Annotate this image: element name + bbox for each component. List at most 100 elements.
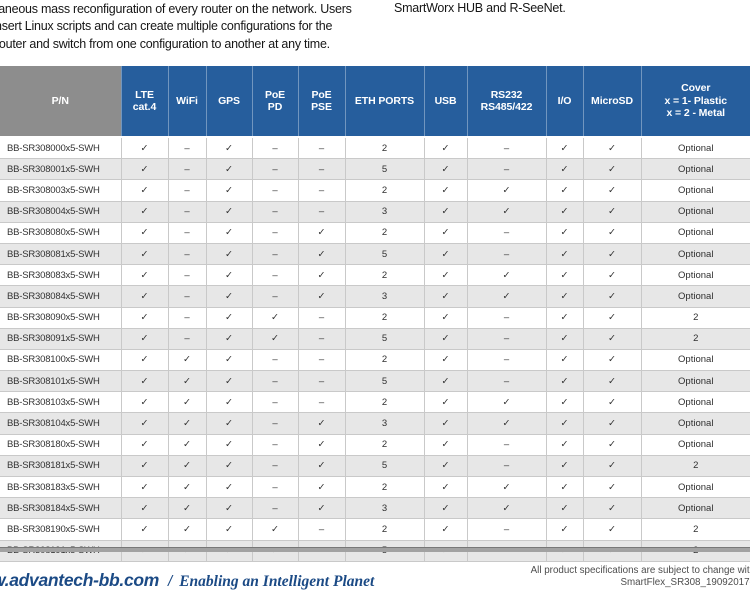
feature-cell-rs232_rs485_422: – <box>466 306 547 329</box>
table-row: BB-SR308000x5-SWH ✓ – ✓ – –2 ✓ – ✓ ✓ Optional <box>0 136 750 160</box>
feature-cell-poe_pd: – <box>251 433 299 456</box>
feature-cell-lte_cat4: ✓ <box>120 285 169 308</box>
feature-cell-io: ✓ <box>545 497 584 520</box>
feature-cell-eth_ports: 3 <box>344 285 425 308</box>
feature-cell-gps: ✓ <box>205 370 253 393</box>
feature-cell-io: ✓ <box>545 136 584 160</box>
pn-cell: BB-SR308084x5-SWH <box>0 285 122 308</box>
feature-cell-poe_pd: – <box>251 497 299 520</box>
table-row: BB-SR308004x5-SWH ✓ – ✓ – –3 ✓ ✓ ✓ ✓ Optional <box>0 200 750 223</box>
feature-cell-wifi: ✓ <box>167 412 207 435</box>
feature-cell-rs232_rs485_422: – <box>466 518 547 541</box>
feature-cell-poe_pd: – <box>251 454 299 478</box>
feature-cell-poe_pd: – <box>251 242 299 266</box>
feature-cell-lte_cat4: ✓ <box>120 242 169 266</box>
feature-cell-gps: ✓ <box>205 518 253 541</box>
table-row: BB-SR308184x5-SWH ✓ ✓ ✓ – ✓ 3 ✓ ✓ ✓ ✓ Optional <box>0 497 750 520</box>
feature-cell-poe_pd: – <box>251 200 299 223</box>
brand-separator-slash: / <box>168 573 173 590</box>
feature-cell-poe_pd: – <box>251 264 299 287</box>
feature-cell-eth_ports: 3 <box>344 200 425 223</box>
feature-cell-gps: ✓ <box>205 497 253 520</box>
ordering-spec-table: P/N LTE cat.4 WiFi GPS PoE PD PoE PSE ETH PORT… <box>0 66 750 562</box>
feature-cell-wifi: – <box>167 306 207 329</box>
feature-cell-poe_pd: – <box>251 475 299 499</box>
pn-cell: BB-SR308184x5-SWH <box>0 497 122 520</box>
feature-cell-rs232_rs485_422: – <box>466 158 547 181</box>
feature-cell-poe_pse: ✓ <box>297 433 346 456</box>
feature-cell-wifi: – <box>167 136 207 160</box>
feature-cell-microsd: ✓ <box>582 475 642 499</box>
column-header-rs232_rs485_422: RS232 RS485/422 <box>466 66 546 138</box>
feature-cell-usb: ✓ <box>423 518 468 541</box>
feature-cell-poe_pd: – <box>251 221 299 244</box>
table-row: BB-SR308080x5-SWH ✓ – ✓ – ✓ 2 ✓ – ✓ ✓ Optional <box>0 221 750 244</box>
feature-cell-gps: ✓ <box>205 412 253 435</box>
pn-cell: BB-SR308083x5-SWH <box>0 264 122 287</box>
feature-cell-eth_ports: 2 <box>344 433 425 456</box>
table-row: BB-SR308183x5-SWH ✓ ✓ ✓ – ✓ 2 ✓ ✓ ✓ ✓ Optional <box>0 475 750 499</box>
feature-cell-eth_ports: 5 <box>344 454 425 478</box>
feature-cell-gps: ✓ <box>205 242 253 266</box>
footer-note: All product specifications are subject t… <box>531 565 750 588</box>
table-row: BB-SR308084x5-SWH ✓ – ✓ – ✓ 3 ✓ ✓ ✓ ✓ Optional <box>0 285 750 308</box>
pn-cell: BB-SR308090x5-SWH <box>0 306 122 329</box>
table-row: BB-SR308091x5-SWH ✓ – ✓ ✓ –5 ✓ – ✓ ✓ 2 <box>0 327 750 350</box>
intro-line-1: taneous mass reconfiguration of every ro… <box>0 2 352 16</box>
pn-cell: BB-SR308181x5-SWH <box>0 454 122 478</box>
footer-note-line1: All product specifications are subject t… <box>530 565 750 576</box>
feature-cell-poe_pd: – <box>251 179 299 202</box>
feature-cell-rs232_rs485_422: ✓ <box>466 200 547 223</box>
column-header-wifi: WiFi <box>167 66 206 138</box>
feature-cell-poe_pse: – <box>297 370 346 393</box>
feature-cell-poe_pse: ✓ <box>297 497 346 520</box>
feature-cell-microsd: ✓ <box>582 348 642 372</box>
feature-cell-rs232_rs485_422: – <box>466 327 547 350</box>
feature-cell-poe_pse: ✓ <box>297 221 346 244</box>
feature-cell-eth_ports: 2 <box>344 348 425 372</box>
table-row: BB-SR308003x5-SWH ✓ – ✓ – –2 ✓ ✓ ✓ ✓ Optional <box>0 179 750 202</box>
feature-cell-cover: 2 <box>640 327 750 350</box>
feature-cell-gps: ✓ <box>205 306 253 329</box>
column-header-pn: P/N <box>0 66 121 138</box>
feature-cell-cover: Optional <box>640 242 750 266</box>
feature-cell-poe_pd: – <box>251 285 299 308</box>
feature-cell-microsd: ✓ <box>582 412 642 435</box>
feature-cell-microsd: ✓ <box>582 454 642 478</box>
feature-cell-wifi: ✓ <box>167 433 207 456</box>
feature-cell-wifi: – <box>167 264 207 287</box>
pn-cell: BB-SR308103x5-SWH <box>0 391 122 414</box>
pn-cell: BB-SR308183x5-SWH <box>0 475 122 499</box>
feature-cell-poe_pd: ✓ <box>251 327 299 350</box>
feature-cell-poe_pse: – <box>297 200 346 223</box>
feature-cell-lte_cat4: ✓ <box>120 179 169 202</box>
column-header-poe_pd: PoE PD <box>251 66 298 138</box>
feature-cell-wifi: – <box>167 158 207 181</box>
feature-cell-eth_ports: 2 <box>344 136 425 160</box>
column-header-gps: GPS <box>205 66 252 138</box>
feature-cell-poe_pd: ✓ <box>251 518 299 541</box>
table-row: BB-SR308180x5-SWH ✓ ✓ ✓ – ✓ 2 ✓ – ✓ ✓ Optional <box>0 433 750 456</box>
feature-cell-lte_cat4: ✓ <box>120 306 169 329</box>
table-header-row: P/N LTE cat.4 WiFi GPS PoE PD PoE PSE ETH PORT… <box>0 66 750 138</box>
pn-cell: BB-SR308180x5-SWH <box>0 433 122 456</box>
feature-cell-poe_pse: ✓ <box>297 412 346 435</box>
feature-cell-io: ✓ <box>545 327 584 350</box>
feature-cell-cover: 2 <box>640 454 750 478</box>
feature-cell-io: ✓ <box>545 158 584 181</box>
feature-cell-cover: Optional <box>640 200 750 223</box>
feature-cell-cover: 2 <box>640 518 750 541</box>
feature-cell-usb: ✓ <box>423 327 468 350</box>
feature-cell-gps: ✓ <box>205 158 253 181</box>
feature-cell-poe_pse: ✓ <box>297 475 346 499</box>
pn-cell: BB-SR308004x5-SWH <box>0 200 122 223</box>
feature-cell-gps: ✓ <box>205 475 253 499</box>
feature-cell-microsd: ✓ <box>582 285 642 308</box>
feature-cell-usb: ✓ <box>423 497 468 520</box>
feature-cell-poe_pd: – <box>251 136 299 160</box>
feature-cell-io: ✓ <box>545 433 584 456</box>
feature-cell-microsd: ✓ <box>582 306 642 329</box>
feature-cell-eth_ports: 2 <box>344 221 425 244</box>
feature-cell-wifi: ✓ <box>167 348 207 372</box>
